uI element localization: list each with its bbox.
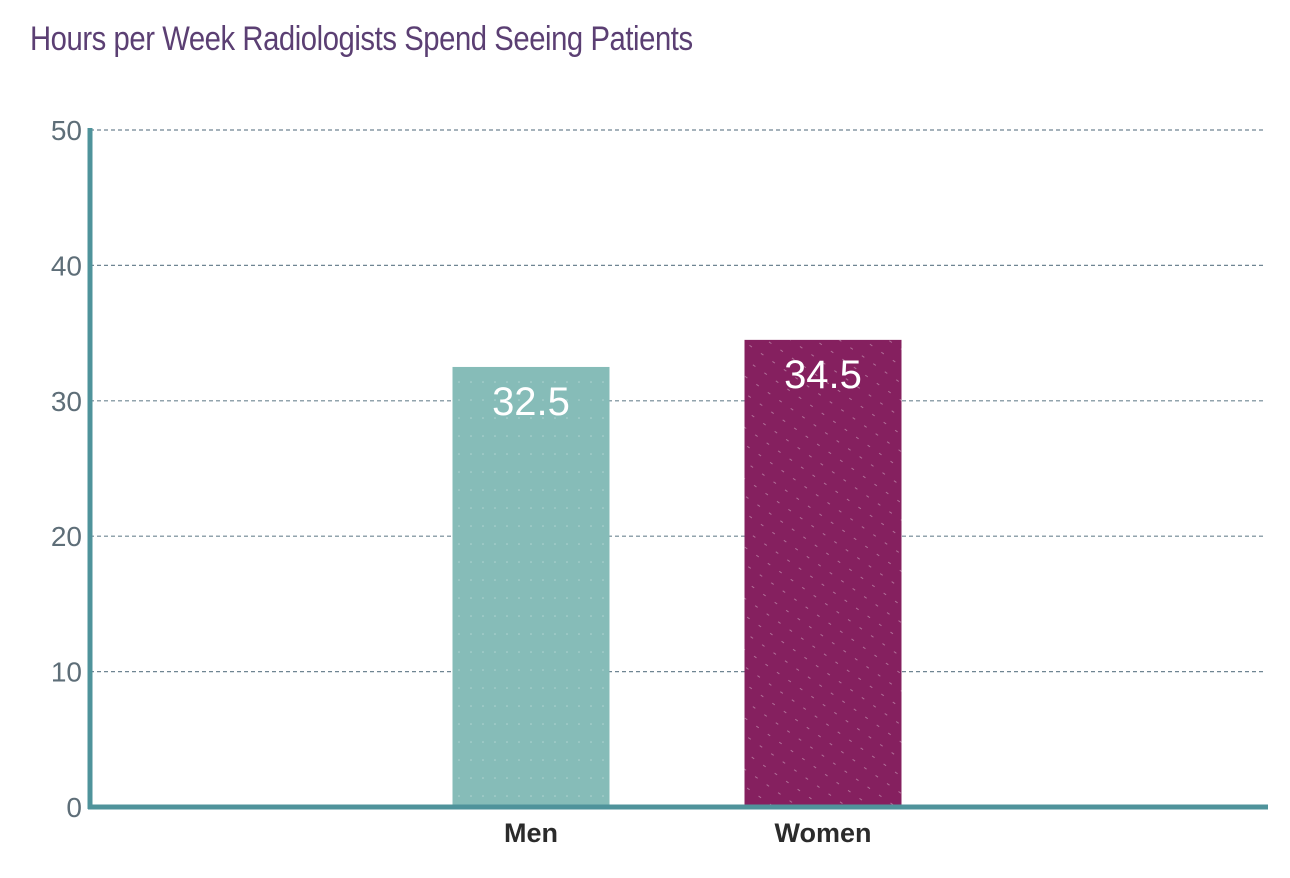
data-labels: 32.5 34.5 xyxy=(492,353,862,424)
gridlines xyxy=(90,129,1266,673)
y-tick-label: 0 xyxy=(66,792,82,823)
x-category-label: Women xyxy=(774,818,871,848)
y-tick-labels: 0 10 20 30 40 50 xyxy=(51,115,82,823)
x-category-labels: Men Women xyxy=(504,818,872,848)
bar-texture xyxy=(744,339,902,807)
y-tick-label: 30 xyxy=(51,386,82,417)
data-label: 34.5 xyxy=(784,353,862,397)
bar-texture xyxy=(452,366,610,807)
y-tick-label: 10 xyxy=(51,657,82,688)
x-category-label: Men xyxy=(504,818,558,848)
y-tick-label: 50 xyxy=(51,115,82,146)
axes xyxy=(87,128,1268,810)
y-tick-label: 20 xyxy=(51,521,82,552)
chart-title: Hours per Week Radiologists Spend Seeing… xyxy=(30,20,693,58)
data-label: 32.5 xyxy=(492,380,570,424)
y-tick-label: 40 xyxy=(51,250,82,281)
bars xyxy=(452,339,902,807)
